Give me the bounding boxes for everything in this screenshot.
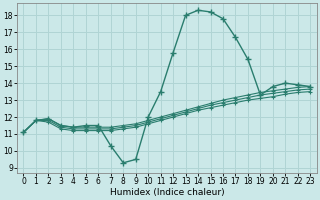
X-axis label: Humidex (Indice chaleur): Humidex (Indice chaleur) bbox=[109, 188, 224, 197]
